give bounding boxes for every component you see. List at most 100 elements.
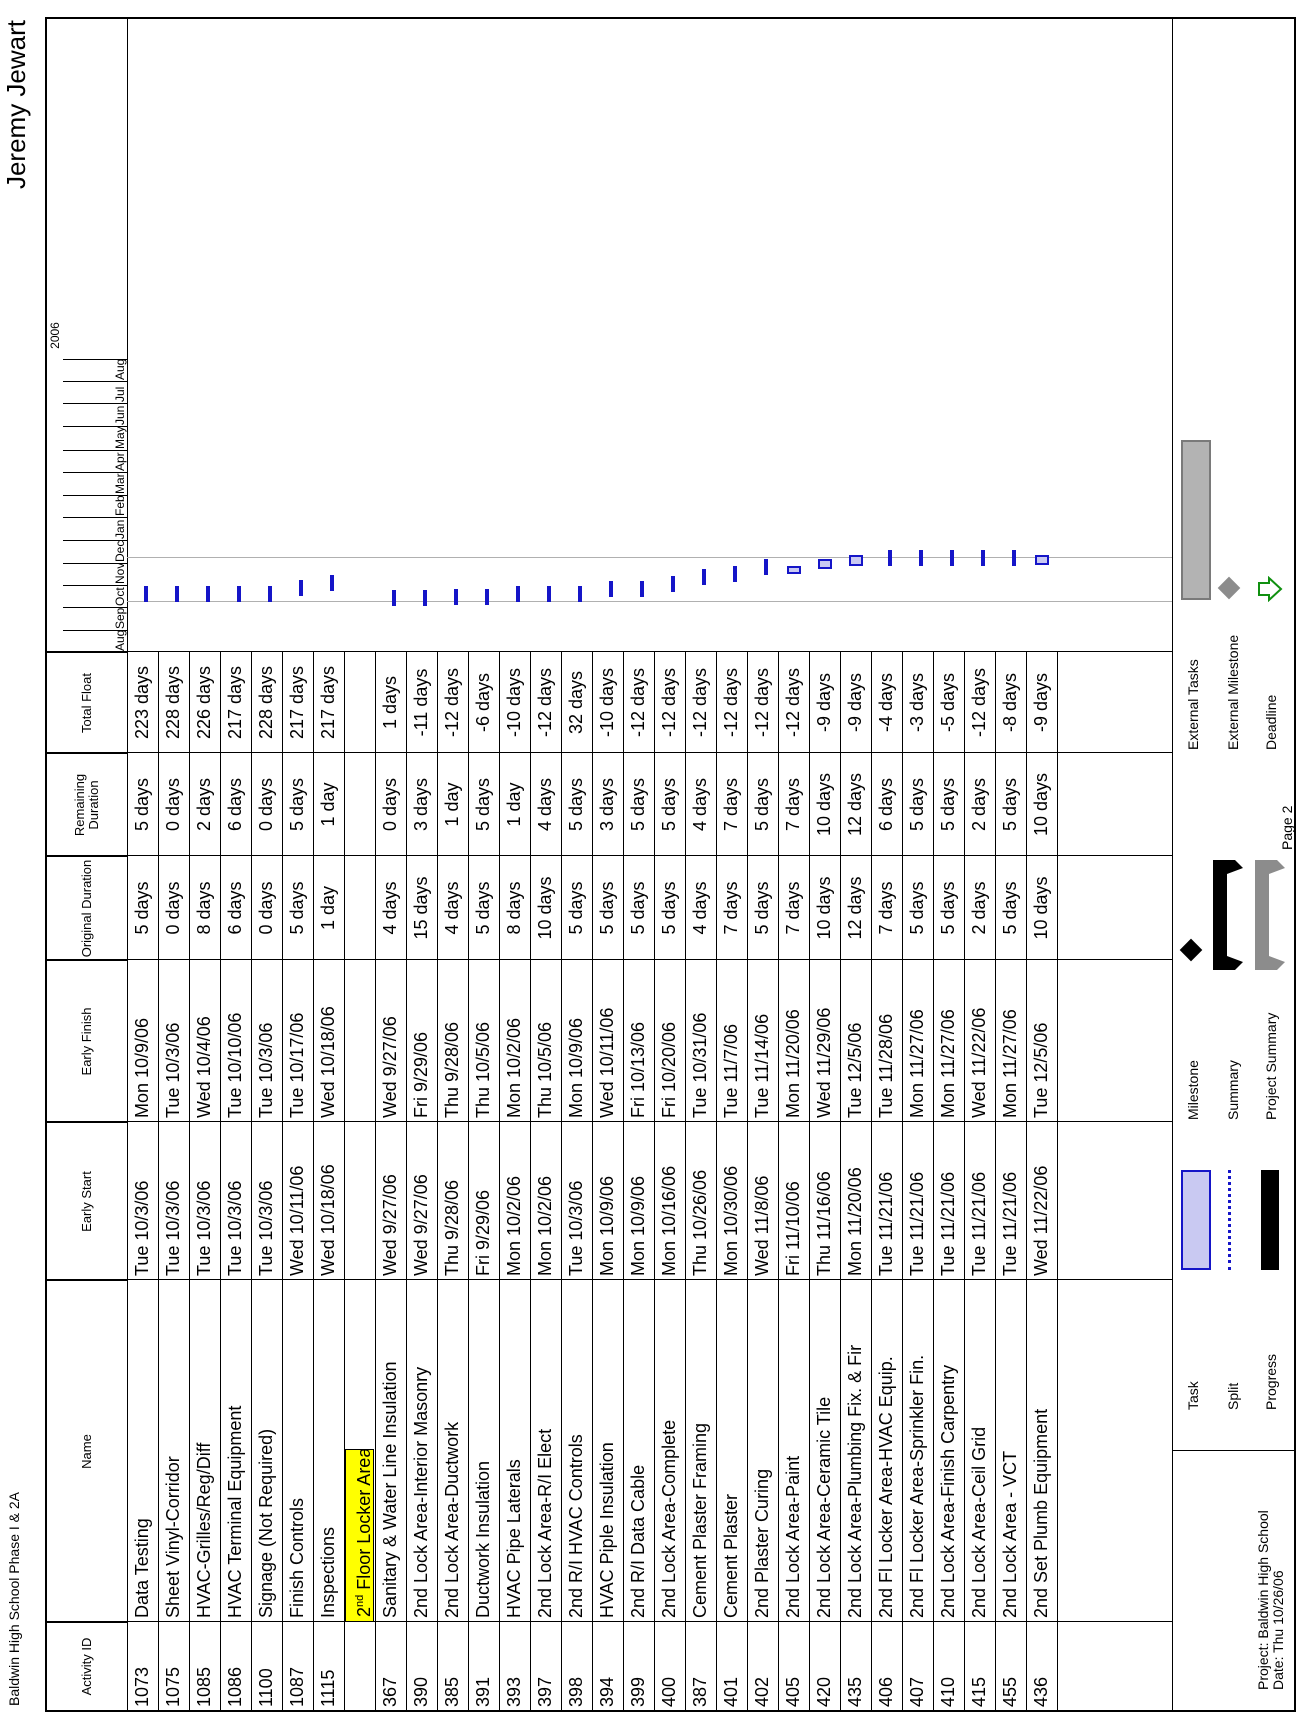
cell-name: 2nd Fl Locker Area-Sprinkler Fin.: [907, 1354, 927, 1618]
row-divider: [251, 652, 252, 1710]
column-divider: [47, 752, 1172, 753]
cell-float: -5 days: [938, 672, 958, 733]
table-row[interactable]: 393 HVAC Pipe Laterals Mon 10/2/06 Mon 10/2…: [499, 19, 530, 1710]
legend-external-milestone-label: External Milestone: [1225, 634, 1241, 750]
row-divider: [406, 652, 407, 1710]
table-row[interactable]: 1115 Inspections Wed 10/18/06 Wed 10/18/06 1…: [313, 19, 344, 1710]
gantt-bar[interactable]: [516, 586, 520, 603]
gantt-bar[interactable]: [175, 585, 179, 602]
column-divider: [47, 651, 1172, 652]
cell-rem: 1 day: [504, 782, 524, 827]
gantt-bar[interactable]: [547, 586, 551, 603]
cell-name: HVAC Terminal Equipment: [225, 1405, 245, 1618]
cell-id: 394: [597, 1676, 617, 1707]
table-row[interactable]: 397 2nd Lock Area-R/I Elect Mon 10/2/06 Thu…: [530, 19, 561, 1710]
cell-name: 2nd Lock Area-R/I Elect: [535, 1428, 555, 1618]
cell-finish: Wed 10/4/06: [194, 1016, 214, 1118]
table-row[interactable]: 436 2nd Set Plumb Equipment Wed 11/22/06 Tu…: [1026, 19, 1057, 1710]
gantt-bar[interactable]: [144, 585, 148, 602]
gantt-bar[interactable]: [1035, 554, 1049, 565]
cell-name: Sheet Vinyl-Corridor: [163, 1456, 183, 1618]
legend-project-summary-bar-icon: [1255, 860, 1285, 970]
table-row[interactable]: 400 2nd Lock Area-Complete Mon 10/16/06 Fri…: [654, 19, 685, 1710]
row-divider: [282, 652, 283, 1710]
table-row[interactable]: 1085 HVAC-Grilles/Reg/Diff Tue 10/3/06 Wed …: [189, 19, 220, 1710]
table-row[interactable]: 1086 HVAC Terminal Equipment Tue 10/3/06 Tu…: [220, 19, 251, 1710]
cell-finish: Tue 12/5/06: [1031, 1022, 1051, 1118]
table-row[interactable]: 401 Cement Plaster Mon 10/30/06 Tue 11/7/06…: [716, 19, 747, 1710]
cell-name: 2nd Lock Area-Complete: [659, 1419, 679, 1618]
legend-milestone-diamond-icon: [1179, 938, 1203, 962]
cell-float: -12 days: [783, 667, 803, 738]
table-row[interactable]: 385 2nd Lock Area-Ductwork Thu 9/28/06 Thu …: [437, 19, 468, 1710]
table-row[interactable]: 387 Cement Plaster Framing Thu 10/26/06 Tue…: [685, 19, 716, 1710]
cell-rem: 6 days: [876, 777, 896, 832]
row-divider: [158, 652, 159, 1710]
gantt-bar[interactable]: [981, 549, 985, 566]
table-row[interactable]: 399 2nd R/I Data Cable Mon 10/9/06 Fri 10/1…: [623, 19, 654, 1710]
table-row[interactable]: 406 2nd Fl Locker Area-HVAC Equip. Tue 11/…: [871, 19, 902, 1710]
row-divider: [499, 652, 500, 1710]
gantt-bar[interactable]: [578, 585, 582, 602]
cell-start: Mon 10/9/06: [597, 1175, 617, 1276]
timeline-month-label: Apr: [113, 452, 127, 471]
gantt-bar[interactable]: [787, 565, 801, 574]
gantt-bar[interactable]: [454, 589, 458, 606]
timeline-month: May: [63, 426, 127, 450]
gantt-bar[interactable]: [206, 585, 210, 602]
table-row[interactable]: 1087 Finish Controls Wed 10/11/06 Tue 10/17…: [282, 19, 313, 1710]
table-row[interactable]: 402 2nd Plaster Curing Wed 11/8/06 Tue 11/1…: [747, 19, 778, 1710]
table-row[interactable]: 407 2nd Fl Locker Area-Sprinkler Fin. Tue …: [902, 19, 933, 1710]
table-row[interactable]: 391 Ductwork Insulation Fri 9/29/06 Thu 10/…: [468, 19, 499, 1710]
cell-start: Mon 10/16/06: [659, 1165, 679, 1276]
table-row[interactable]: 410 2nd Lock Area-Finish Carpentry Tue 11/…: [933, 19, 964, 1710]
gantt-bar[interactable]: [702, 568, 706, 585]
cell-finish: Mon 10/9/06: [566, 1017, 586, 1118]
cell-finish: Wed 11/22/06: [969, 1007, 989, 1118]
table-row[interactable]: 367 Sanitary & Water Line Insulation Wed 9…: [375, 19, 406, 1710]
gantt-bar[interactable]: [423, 590, 427, 607]
cell-start: Mon 11/20/06: [845, 1167, 865, 1276]
gantt-bar[interactable]: [888, 549, 892, 566]
gantt-bar[interactable]: [919, 549, 923, 566]
gantt-bar[interactable]: [1012, 549, 1016, 566]
table-row[interactable]: 455 2nd Lock Area - VCT Tue 11/21/06 Mon 11…: [995, 19, 1026, 1710]
table-row[interactable]: 405 2nd Lock Area-Paint Fri 11/10/06 Mon 11…: [778, 19, 809, 1710]
table-row[interactable]: 1073 Data Testing Tue 10/3/06 Mon 10/9/06 5 …: [127, 19, 158, 1710]
gantt-bar[interactable]: [818, 559, 832, 570]
row-divider: [1057, 652, 1058, 1710]
gantt-bar[interactable]: [392, 590, 396, 607]
group-row[interactable]: 2nd Floor Locker Area-G: [344, 19, 375, 1710]
legend-deadline-arrow-icon: [1258, 576, 1283, 602]
gantt-bar[interactable]: [268, 585, 272, 602]
gantt-bar[interactable]: [671, 576, 675, 593]
row-divider: [313, 652, 314, 1710]
table-row[interactable]: 398 2nd R/I HVAC Controls Tue 10/3/06 Mon 1…: [561, 19, 592, 1710]
cell-name: HVAC Piple Insulation: [597, 1442, 617, 1618]
gantt-bar[interactable]: [609, 581, 613, 598]
cell-start: Thu 11/16/06: [814, 1171, 834, 1276]
gantt-bar[interactable]: [485, 588, 489, 605]
table-row[interactable]: 415 2nd Lock Area-Ceil Grid Tue 11/21/06 We…: [964, 19, 995, 1710]
cell-name: HVAC Pipe Laterals: [504, 1459, 524, 1618]
gantt-bar[interactable]: [299, 579, 303, 596]
table-row[interactable]: 1075 Sheet Vinyl-Corridor Tue 10/3/06 Tue 1…: [158, 19, 189, 1710]
row-divider: [623, 652, 624, 1710]
table-row[interactable]: 435 2nd Lock Area-Plumbing Fix. & Fir Mon …: [840, 19, 871, 1710]
timeline-month: Nov: [63, 563, 127, 585]
table-row[interactable]: 1100 Signage (Not Required) Tue 10/3/06 Tue…: [251, 19, 282, 1710]
gantt-bar[interactable]: [764, 559, 768, 576]
gantt-bar[interactable]: [950, 549, 954, 566]
gantt-bar[interactable]: [640, 581, 644, 598]
table-row[interactable]: 394 HVAC Piple Insulation Mon 10/9/06 Wed 1…: [592, 19, 623, 1710]
gantt-bar[interactable]: [849, 554, 863, 567]
table-row[interactable]: 390 2nd Lock Area-Interior Masonry Wed 9/2…: [406, 19, 437, 1710]
row-divider: [964, 652, 965, 1710]
gantt-bar[interactable]: [733, 565, 737, 582]
gantt-bar[interactable]: [330, 574, 334, 591]
gantt-bar[interactable]: [237, 585, 241, 602]
legend-project-line: Project: Baldwin High School: [1255, 1510, 1271, 1690]
cell-orig: 15 days: [411, 876, 431, 940]
table-row[interactable]: 420 2nd Lock Area-Ceramic Tile Thu 11/16/0…: [809, 19, 840, 1710]
